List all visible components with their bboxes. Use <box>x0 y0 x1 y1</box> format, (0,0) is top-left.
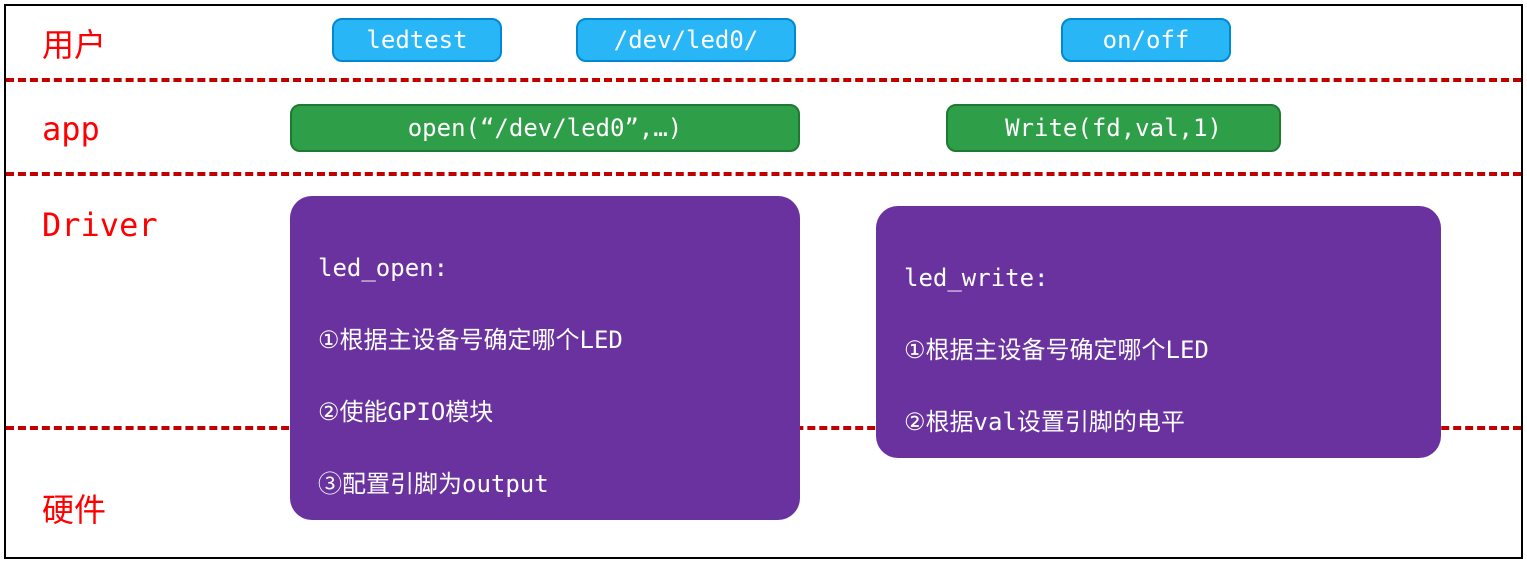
layer-app: app open(“/dev/led0”,…) Write(fd,val,1) <box>6 82 1521 172</box>
led-open-line2: ②使能GPIO模块 <box>318 398 493 426</box>
led-write-title: led_write: <box>904 264 1049 292</box>
led-open-title: led_open: <box>318 254 448 282</box>
label-user: 用户 <box>42 20 106 66</box>
layer-hardware: 硬件 <box>6 430 1521 560</box>
diagram-container: 用户 ledtest /dev/led0/ on/off app open(“/… <box>4 4 1523 559</box>
led-open-line1: ①根据主设备号确定哪个LED <box>318 326 623 354</box>
label-hardware: 硬件 <box>42 485 106 531</box>
label-driver: Driver <box>42 206 158 244</box>
box-write: Write(fd,val,1) <box>946 104 1281 152</box>
box-ledtest: ledtest <box>332 18 502 62</box>
led-write-line1: ①根据主设备号确定哪个LED <box>904 336 1209 364</box>
box-onoff: on/off <box>1061 18 1231 62</box>
layer-driver: Driver led_open: ①根据主设备号确定哪个LED ②使能GPIO模… <box>6 176 1521 426</box>
box-open: open(“/dev/led0”,…) <box>290 104 800 152</box>
box-led-write: led_write: ①根据主设备号确定哪个LED ②根据val设置引脚的电平 <box>876 206 1441 458</box>
label-app: app <box>42 110 100 148</box>
layer-user: 用户 ledtest /dev/led0/ on/off <box>6 6 1521 78</box>
box-devled0: /dev/led0/ <box>576 18 796 62</box>
